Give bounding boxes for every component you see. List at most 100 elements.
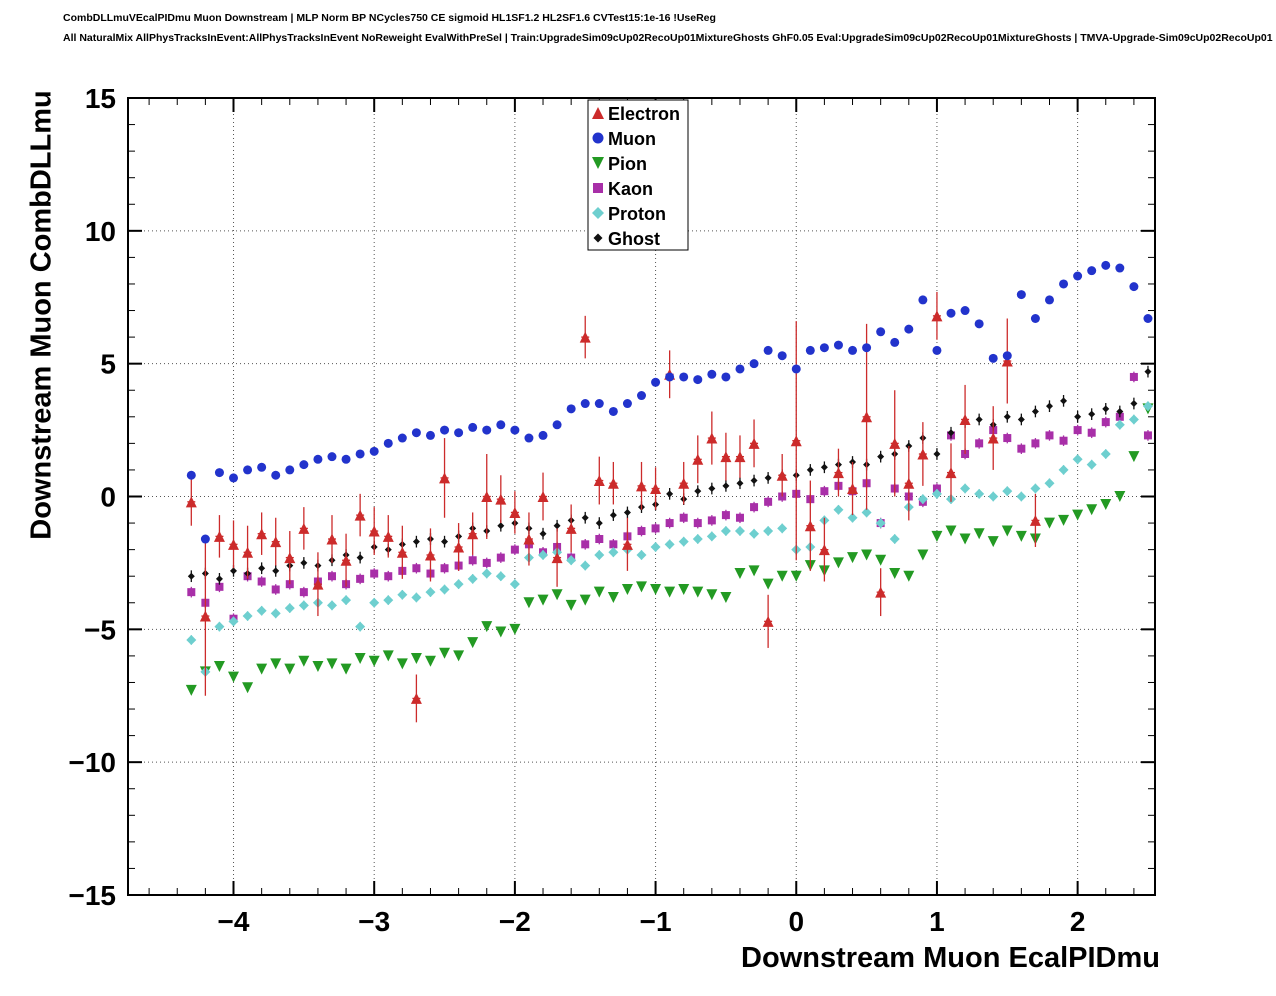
ghost-point xyxy=(609,511,617,519)
muon-point xyxy=(566,404,576,414)
proton-point xyxy=(341,595,352,606)
pion-point xyxy=(945,525,957,537)
electron-point xyxy=(762,615,774,627)
x-tick-label: 2 xyxy=(1070,906,1086,937)
pion-point xyxy=(1128,451,1140,463)
series-pion xyxy=(185,403,1154,696)
y-tick-label: −10 xyxy=(69,747,117,778)
pion-point xyxy=(579,594,591,606)
pion-point xyxy=(847,552,859,564)
electron-point xyxy=(650,483,662,495)
pion-point xyxy=(692,586,704,598)
muon-point xyxy=(805,345,815,355)
proton-point xyxy=(369,597,380,608)
muon-point xyxy=(425,430,435,440)
muon-point xyxy=(243,465,253,475)
electron-point xyxy=(734,451,746,463)
pion-point xyxy=(776,570,788,582)
electron-point xyxy=(621,538,633,550)
ghost-point xyxy=(187,572,195,580)
kaon-point xyxy=(679,513,688,522)
electron-point xyxy=(790,435,802,447)
proton-point xyxy=(664,539,675,550)
electron-point xyxy=(1029,514,1041,526)
proton-point xyxy=(228,616,239,627)
kaon-point xyxy=(1059,436,1068,445)
muon-point xyxy=(763,345,773,355)
ghost-point xyxy=(1031,407,1039,415)
ghost-legend-marker xyxy=(593,233,603,243)
proton-point xyxy=(256,605,267,616)
y-tick-label: −15 xyxy=(69,880,117,911)
ghost-point xyxy=(215,575,223,583)
electron-point xyxy=(340,554,352,566)
electron-point xyxy=(593,475,605,487)
muon-point xyxy=(200,534,210,544)
muon-point xyxy=(369,446,379,456)
electron-legend-marker xyxy=(592,107,604,119)
kaon-point xyxy=(665,519,674,528)
ghost-point xyxy=(412,538,420,546)
electron-point xyxy=(903,477,915,489)
muon-point xyxy=(651,377,661,387)
ghost-point xyxy=(1060,397,1068,405)
proton-point xyxy=(326,600,337,611)
muon-point xyxy=(608,406,618,416)
electron-point xyxy=(185,496,197,508)
kaon-point xyxy=(356,574,365,583)
ghost-point xyxy=(1088,410,1096,418)
muon-point xyxy=(482,425,492,435)
pion-point xyxy=(903,570,915,582)
muon-point xyxy=(313,454,323,464)
electron-point xyxy=(354,509,366,521)
ghost-point xyxy=(750,477,758,485)
electron-point xyxy=(396,546,408,558)
pion-point xyxy=(762,578,774,590)
proton-point xyxy=(889,534,900,545)
legend-item-kaon: Kaon xyxy=(593,179,653,199)
proton-point xyxy=(608,547,619,558)
legend-item-proton: Proton xyxy=(592,204,666,224)
electron-point xyxy=(410,692,422,704)
proton-point xyxy=(1114,419,1125,430)
electron-point xyxy=(256,528,268,540)
ghost-point xyxy=(300,559,308,567)
muon-point xyxy=(988,353,998,363)
muon-point xyxy=(735,364,745,374)
electron-point xyxy=(832,467,844,479)
muon-point xyxy=(454,428,464,438)
electron-point xyxy=(495,493,507,505)
kaon-point xyxy=(932,484,941,493)
kaon-point xyxy=(271,585,280,594)
kaon-point xyxy=(187,588,196,597)
pion-legend-marker xyxy=(592,157,604,169)
pion-point xyxy=(1043,517,1055,529)
proton-point xyxy=(917,494,928,505)
pion-point xyxy=(439,647,451,659)
kaon-point xyxy=(299,588,308,597)
muon-point xyxy=(229,473,239,483)
muon-point xyxy=(848,345,858,355)
proton-point xyxy=(734,526,745,537)
legend-label: Electron xyxy=(608,104,680,124)
muon-point xyxy=(594,399,604,409)
kaon-point xyxy=(370,569,379,578)
y-tick-label: 15 xyxy=(85,83,116,114)
legend-label: Ghost xyxy=(608,229,660,249)
muon-point xyxy=(496,420,506,430)
kaon-point xyxy=(609,540,618,549)
electron-point xyxy=(213,530,225,542)
kaon-point xyxy=(482,558,491,567)
pion-point xyxy=(565,599,577,611)
kaon-point xyxy=(384,572,393,581)
proton-point xyxy=(650,541,661,552)
kaon-point xyxy=(1129,372,1138,381)
kaon-point xyxy=(721,511,730,520)
kaon-point xyxy=(1101,418,1110,427)
kaon-point xyxy=(750,503,759,512)
pion-point xyxy=(621,583,633,595)
muon-point xyxy=(862,343,872,353)
y-tick-label: 10 xyxy=(85,216,116,247)
muon-point xyxy=(214,468,224,478)
x-tick-label: −3 xyxy=(358,906,390,937)
